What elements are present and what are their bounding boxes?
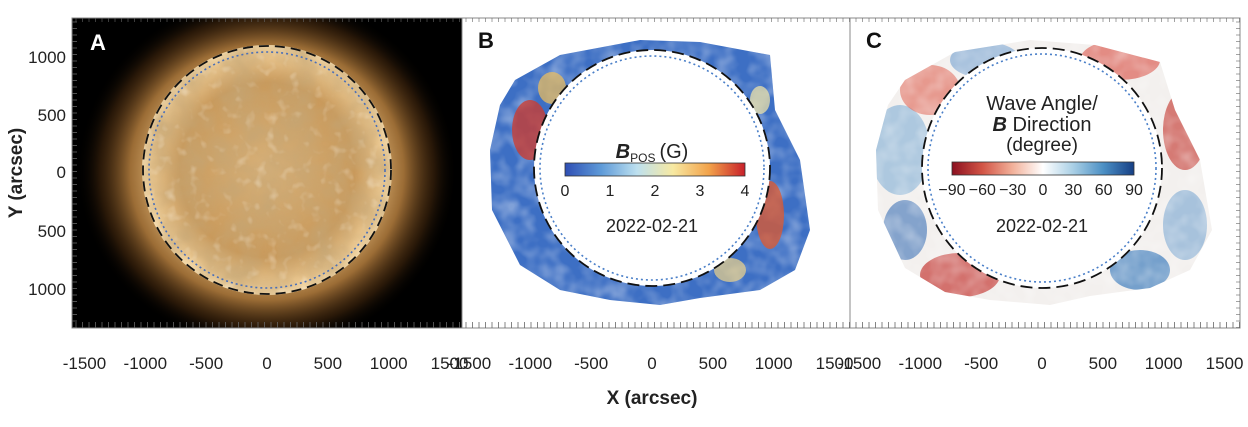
x-tick-label-p1-5: 1000 (755, 354, 793, 373)
colorbar-b-tick-3: 3 (696, 183, 705, 200)
panel-a: A (72, 18, 462, 328)
y-tick-label-4: 1000 (28, 280, 66, 299)
colorbar-c-tick-2: −30 (999, 182, 1026, 199)
colorbar-c-title-line2: B Direction (993, 114, 1092, 136)
x-tick-label-p0-5: 1000 (370, 354, 408, 373)
colorbar-c-title-line1: Wave Angle/ (986, 93, 1098, 115)
x-tick-label-p2-5: 1000 (1145, 354, 1183, 373)
x-tick-label-p2-2: -500 (964, 354, 998, 373)
colorbar-c-title-line2-rest: Direction (1007, 114, 1091, 136)
colorbar-c: Wave Angle/ B Direction (degree) −90 −60−… (938, 93, 1143, 236)
x-tick-label-p1-2: -500 (574, 354, 608, 373)
y-tick-label-0: 1000 (28, 48, 66, 67)
x-tick-label-p2-0: -1500 (838, 354, 881, 373)
x-tick-label-p0-0: -1500 (63, 354, 106, 373)
colorbar-c-tick-0: −90 (938, 182, 965, 199)
x-axis-title: X (arcsec) (607, 388, 698, 409)
panel-c-letter: C (866, 28, 882, 53)
colorbar-b-tick-1: 1 (606, 183, 615, 200)
x-tick-label-p1-1: -1000 (509, 354, 552, 373)
x-tick-label-p2-6: 1500 (1206, 354, 1244, 373)
colorbar-c-title-line3: (degree) (1006, 135, 1078, 156)
colorbar-c-ticks: −90 −60 −30 0 30 60 90 (938, 182, 1143, 199)
limb-dotted-circle-c (927, 53, 1157, 283)
minor-ticks (72, 18, 1240, 328)
limb-dashed-circle-c (921, 47, 1163, 289)
x-tick-label-p2-3: 0 (1037, 354, 1046, 373)
x-axis-ticks: -1500 -1000 -500 0 500 1000 1500-1500 -1000 -500… (63, 354, 1244, 373)
colorbar-c-tick-1: −60 (969, 182, 996, 199)
colorbar-c-bar (951, 161, 1135, 176)
panel-b-letter: B (478, 28, 494, 53)
limb-dotted-circle-b (539, 55, 765, 281)
x-tick-label-p0-6: 1500 (431, 354, 469, 373)
colorbar-b: BPOS (G) 0 1 2 3 4 2022-02-21 (561, 141, 750, 236)
x-tick-label-p1-3: 0 (647, 354, 656, 373)
colorbar-c-tick-6: 90 (1125, 182, 1143, 199)
x-tick-label-p0-3: 0 (262, 354, 271, 373)
colorbar-c-tick-4: 30 (1064, 182, 1082, 199)
x-tick-label-p0-1: -1000 (124, 354, 167, 373)
y-axis-title: Y (arcsec) (6, 128, 27, 219)
limb-dashed-circle-b (533, 49, 771, 287)
panel-b-date: 2022-02-21 (606, 216, 698, 236)
panel-c-date: 2022-02-21 (996, 216, 1088, 236)
hotspot-b-5 (750, 86, 770, 114)
colorbar-b-title-subscript: POS (630, 151, 655, 165)
colorbar-b-tick-0: 0 (561, 183, 570, 200)
colorbar-b-title-symbol: B (616, 141, 630, 163)
axes-frames (71, 17, 1241, 329)
colorbar-b-ticks: 0 1 2 3 4 (561, 183, 750, 200)
limb-dashed-circle-a (142, 45, 392, 295)
y-tick-label-2: 0 (57, 163, 66, 182)
panel-c: C Wave Angle/ B Direction (degree) −90 −6… (850, 18, 1240, 328)
y-axis-ticks: 1000 500 0 500 1000 (28, 48, 66, 299)
panel-a-letter: A (90, 30, 106, 55)
x-tick-label-p2-1: -1000 (899, 354, 942, 373)
colorbar-b-title: BPOS (G) (616, 141, 689, 165)
colorbar-b-tick-4: 4 (741, 183, 750, 200)
colorbar-c-tick-3: 0 (1039, 182, 1048, 199)
colorbar-b-bar (564, 162, 746, 177)
x-tick-label-p1-4: 500 (699, 354, 727, 373)
x-tick-label-p0-2: -500 (189, 354, 223, 373)
colorbar-b-tick-2: 2 (651, 183, 660, 200)
limb-dotted-circle-a (148, 51, 386, 289)
x-tick-label-p0-4: 500 (314, 354, 342, 373)
x-tick-label-p2-4: 500 (1089, 354, 1117, 373)
outer-frame (71, 17, 1241, 329)
y-tick-label-1: 500 (38, 106, 66, 125)
colorbar-b-title-unit: (G) (659, 141, 688, 163)
y-tick-label-3: 500 (38, 222, 66, 241)
x-tick-label-p1-6: 1500 (816, 354, 854, 373)
colorbar-c-title-symbol: B (993, 114, 1007, 136)
x-tick-label-p1-0: -1500 (448, 354, 491, 373)
colorbar-c-tick-5: 60 (1095, 182, 1113, 199)
